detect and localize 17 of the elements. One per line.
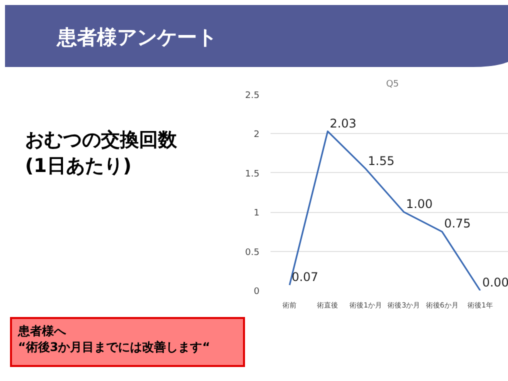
text: おむつの交換回数 (1日あたり) — [25, 128, 177, 179]
chart-title: 患者様アンケート — [57, 24, 217, 51]
data-label: 1.00 — [406, 197, 433, 212]
y-tick-label: 2 — [254, 130, 260, 140]
y-tick-label: 2.5 — [245, 91, 260, 101]
text: Q5 — [386, 80, 399, 90]
y-tick-label: 1.5 — [245, 169, 260, 180]
text: 患者様へ “術後3か月目までには改善します“ — [18, 323, 210, 355]
data-label: 0.75 — [444, 216, 471, 231]
data-label: 0.07 — [292, 270, 318, 284]
data-label: 0.00 — [482, 276, 508, 290]
line-series — [288, 130, 481, 290]
y-tick-label: 0.5 — [245, 248, 260, 258]
data-label: 1.55 — [368, 154, 395, 168]
y-tick-label: 1 — [254, 208, 260, 219]
data-label: 2.03 — [330, 116, 356, 130]
y-tick-label: 0 — [254, 287, 260, 297]
